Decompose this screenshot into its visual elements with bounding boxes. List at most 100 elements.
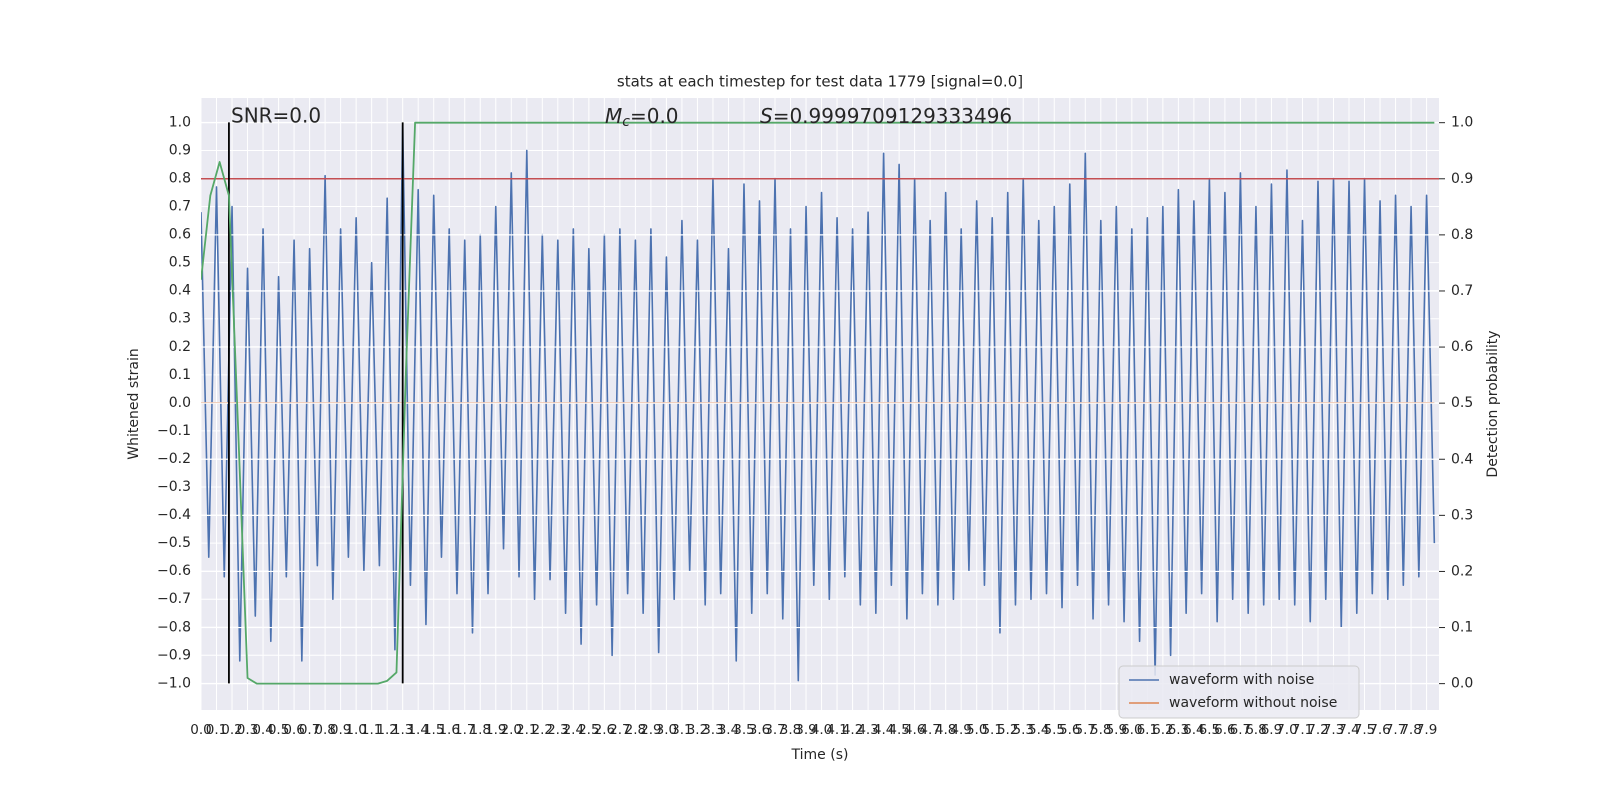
x-tick-label: 1.5 bbox=[423, 722, 444, 738]
x-tick-label: 7.2 bbox=[1307, 722, 1328, 738]
x-tick-label: 1.4 bbox=[407, 722, 428, 738]
x-tick-label: 0.1 bbox=[206, 722, 227, 738]
x-tick-label: 0.4 bbox=[252, 722, 273, 738]
x-tick-label: 3.3 bbox=[702, 722, 723, 738]
x-tick-label: 1.0 bbox=[345, 722, 366, 738]
x-tick-label: 4.8 bbox=[935, 722, 956, 738]
x-tick-label: 7.1 bbox=[1292, 722, 1313, 738]
x-axis-label: Time (s) bbox=[791, 747, 849, 763]
x-tick-label: 5.8 bbox=[1090, 722, 1111, 738]
y-tick-label: 0.6 bbox=[169, 227, 191, 243]
y2-tick-label: 0.5 bbox=[1451, 395, 1473, 411]
x-tick-label: 7.0 bbox=[1276, 722, 1297, 738]
x-tick-label: 1.3 bbox=[392, 722, 413, 738]
x-tick-label: 2.4 bbox=[563, 722, 584, 738]
y-tick-label: −0.5 bbox=[157, 535, 191, 551]
y-tick-label: −0.2 bbox=[157, 451, 191, 467]
x-tick-label: 7.5 bbox=[1354, 722, 1375, 738]
x-tick-label: 6.3 bbox=[1168, 722, 1189, 738]
x-tick-label: 6.8 bbox=[1245, 722, 1266, 738]
x-tick-label: 1.8 bbox=[470, 722, 491, 738]
annotation-value: =0.0 bbox=[630, 104, 679, 128]
annotation-symbol: S bbox=[760, 104, 773, 128]
x-tick-label: 1.9 bbox=[485, 722, 506, 738]
x-tick-label: 5.2 bbox=[997, 722, 1018, 738]
x-tick-label: 2.8 bbox=[625, 722, 646, 738]
x-tick-label: 6.4 bbox=[1183, 722, 1204, 738]
annotation: SNR=0.0 bbox=[231, 104, 321, 128]
x-tick-label: 3.7 bbox=[764, 722, 785, 738]
y-tick-label: −0.4 bbox=[157, 507, 191, 523]
y-tick-label: 0.1 bbox=[169, 367, 191, 383]
x-tick-label: 0.8 bbox=[314, 722, 335, 738]
y-tick-label: 0.4 bbox=[169, 283, 191, 299]
x-tick-label: 6.9 bbox=[1261, 722, 1282, 738]
x-tick-label: 0.9 bbox=[330, 722, 351, 738]
y-tick-label: −1.0 bbox=[157, 675, 191, 691]
x-tick-label: 7.6 bbox=[1369, 722, 1390, 738]
x-tick-label: 1.1 bbox=[361, 722, 382, 738]
x-tick-label: 2.9 bbox=[640, 722, 661, 738]
x-tick-label: 1.6 bbox=[438, 722, 459, 738]
x-tick-label: 6.0 bbox=[1121, 722, 1142, 738]
x-tick-label: 3.2 bbox=[687, 722, 708, 738]
x-tick-label: 6.5 bbox=[1199, 722, 1220, 738]
x-tick-label: 3.6 bbox=[749, 722, 770, 738]
x-tick-label: 4.6 bbox=[904, 722, 925, 738]
x-tick-label: 2.3 bbox=[547, 722, 568, 738]
x-tick-label: 0.3 bbox=[237, 722, 258, 738]
x-tick-label: 3.4 bbox=[718, 722, 739, 738]
y2-tick-label: 0.2 bbox=[1451, 563, 1473, 579]
chart-title: stats at each timestep for test data 177… bbox=[617, 73, 1023, 91]
y-tick-label: 0.7 bbox=[169, 199, 191, 215]
x-tick-label: 5.7 bbox=[1075, 722, 1096, 738]
x-tick-label: 0.5 bbox=[268, 722, 289, 738]
x-tick-label: 6.7 bbox=[1230, 722, 1251, 738]
x-tick-label: 2.5 bbox=[578, 722, 599, 738]
legend-box bbox=[1118, 665, 1360, 719]
series-line bbox=[201, 121, 1435, 685]
y-tick-label: −0.1 bbox=[157, 423, 191, 439]
x-tick-label: 5.1 bbox=[981, 722, 1002, 738]
x-tick-label: 0.7 bbox=[299, 722, 320, 738]
legend-label: waveform with noise bbox=[1169, 672, 1314, 688]
x-tick-label: 1.2 bbox=[376, 722, 397, 738]
x-tick-label: 2.7 bbox=[609, 722, 630, 738]
y-tick-label: 0.8 bbox=[169, 170, 191, 186]
overlay: SNR=0.0 Mc=0.0 S=0.9999709129333496 wavefor… bbox=[231, 104, 1360, 719]
y-tick-label: −0.3 bbox=[157, 479, 191, 495]
x-tick-label: 5.0 bbox=[966, 722, 987, 738]
x-tick-label: 7.4 bbox=[1338, 722, 1359, 738]
x-tick-label: 3.0 bbox=[656, 722, 677, 738]
y-tick-label: 0.3 bbox=[169, 311, 191, 327]
x-tick-label: 7.8 bbox=[1400, 722, 1421, 738]
annotation-subscript: c bbox=[622, 114, 630, 130]
x-tick-label: 7.7 bbox=[1385, 722, 1406, 738]
x-tick-label: 0.0 bbox=[190, 722, 211, 738]
x-tick-label: 5.5 bbox=[1044, 722, 1065, 738]
x-tick-label: 0.2 bbox=[221, 722, 242, 738]
annotation: S=0.9999709129333496 bbox=[760, 104, 1012, 128]
y2-axis-label: Detection probability bbox=[1485, 330, 1501, 477]
y-tick-label: −0.9 bbox=[157, 647, 191, 663]
x-tick-label: 6.1 bbox=[1137, 722, 1158, 738]
x-tick-label: 5.4 bbox=[1028, 722, 1049, 738]
x-tick-label: 7.3 bbox=[1323, 722, 1344, 738]
x-tick-label: 5.9 bbox=[1106, 722, 1127, 738]
x-tick-label: 2.2 bbox=[532, 722, 553, 738]
x-tick-label: 3.1 bbox=[671, 722, 692, 738]
x-tick-label: 4.7 bbox=[919, 722, 940, 738]
y2-tick-label: 0.7 bbox=[1451, 283, 1473, 299]
x-tick-label: 1.7 bbox=[454, 722, 475, 738]
y2-tick-label: 0.8 bbox=[1451, 227, 1473, 243]
x-tick-label: 4.4 bbox=[873, 722, 894, 738]
x-tick-label: 4.9 bbox=[950, 722, 971, 738]
y2-tick-label: 0.3 bbox=[1451, 507, 1473, 523]
x-tick-label: 2.1 bbox=[516, 722, 537, 738]
x-tick-label: 6.6 bbox=[1214, 722, 1235, 738]
y2-tick-label: 0.0 bbox=[1451, 676, 1473, 692]
annotation-symbol: M bbox=[605, 104, 622, 128]
y2-tick-label: 0.6 bbox=[1451, 339, 1473, 355]
y-tick-label: −0.6 bbox=[157, 563, 191, 579]
